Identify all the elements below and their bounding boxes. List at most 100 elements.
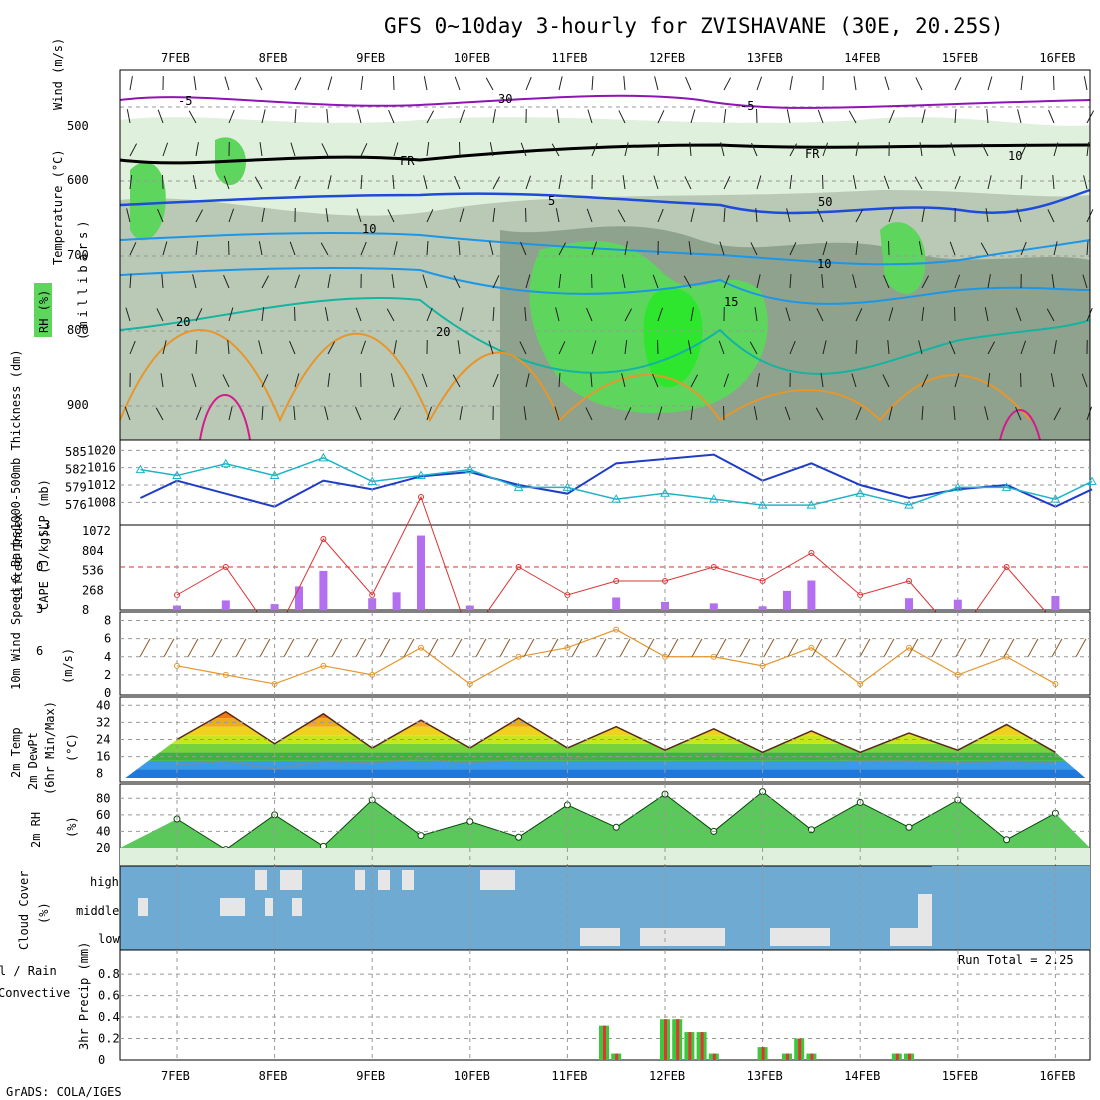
li-marker	[222, 564, 229, 570]
t2m-ylabel-a: 2m Temp	[9, 727, 23, 778]
wind10-barb	[379, 638, 391, 658]
wind-barb	[423, 76, 428, 91]
wind-barb	[426, 110, 435, 124]
wind-barb	[954, 175, 961, 190]
wind-barb	[754, 307, 758, 322]
temperature-contour	[119, 143, 1091, 165]
wind10-barb	[355, 638, 367, 658]
wind-barb	[1053, 241, 1058, 256]
wind-barb	[192, 274, 197, 289]
wind10-marker	[808, 644, 815, 651]
wind-barb	[624, 241, 628, 256]
top-date-label: 12FEB	[649, 51, 685, 65]
cloud-level-middle: middle	[76, 904, 119, 918]
wind-barb	[492, 208, 496, 223]
wind-barb	[624, 142, 629, 157]
wind-barb	[457, 340, 461, 355]
upper-tick-800: 800	[67, 323, 89, 337]
rh2m-marker	[905, 823, 913, 831]
wind-barb	[756, 76, 763, 91]
wind10-barb	[547, 638, 559, 658]
wind-barb	[259, 142, 263, 157]
upper-air-panel: -5 -5 FR FR 5 10 10 15 20 20 10 50 30	[119, 69, 1095, 441]
wind-barb	[458, 241, 461, 256]
wind-barb	[821, 274, 824, 289]
wind-barb	[558, 274, 562, 289]
wind-barb	[525, 274, 531, 289]
cape-bar	[783, 590, 791, 610]
wind-barb	[155, 407, 164, 421]
rh2m-ylabel: 2m RH	[29, 812, 43, 848]
rh2m-panel: 80 60 40 20	[96, 783, 1091, 867]
wind-barb	[393, 142, 399, 157]
precip-conv-bar	[761, 1047, 765, 1060]
temperature-contour	[119, 329, 1031, 423]
wind-barb	[360, 76, 364, 91]
wind-barb	[129, 340, 136, 355]
wind-barb	[751, 142, 758, 157]
wind-barb	[1051, 274, 1055, 289]
wind-barb	[1050, 373, 1055, 388]
wind-barb	[459, 208, 465, 223]
li-tick: 3	[36, 602, 43, 616]
wind-barb	[492, 176, 501, 190]
precip-conv-bar	[908, 1053, 911, 1060]
wind-barb	[953, 406, 956, 421]
cloud-mid-bar	[918, 894, 932, 946]
wind-barb	[921, 109, 926, 124]
wind-barb	[852, 175, 857, 190]
wind-barb	[949, 241, 956, 256]
thickness-line	[140, 457, 1093, 506]
cloud-unit: (%)	[37, 902, 51, 924]
wind-barb	[519, 341, 527, 355]
wind-barb	[228, 109, 235, 124]
wind-barb	[126, 109, 131, 124]
wind-barb	[360, 340, 367, 355]
wind-barb	[129, 273, 132, 289]
contour-label: -5	[178, 94, 192, 108]
wind-barb	[822, 142, 829, 157]
cloud-high-bar	[378, 870, 390, 890]
temp2m-line	[176, 710, 1056, 754]
slp-tick: 1020	[87, 443, 116, 457]
wind-barb	[290, 142, 296, 157]
upper-tick-600: 600	[67, 173, 89, 187]
cloud-high-bar	[280, 870, 302, 890]
wind-barb	[293, 406, 296, 421]
li-tick: -3	[36, 518, 50, 532]
cloud-high-bar	[255, 870, 267, 890]
wind-barb	[822, 241, 828, 256]
wind-barb	[718, 340, 725, 355]
wind-barb	[492, 275, 500, 289]
wind-barb	[261, 275, 270, 289]
cape-li-panel: -3 0 3 6 1072 804 536 268 8	[36, 494, 1091, 658]
wind10-barb	[715, 638, 727, 658]
wind-barb	[459, 109, 466, 124]
wind10-barb	[835, 638, 847, 658]
top-date-label: 7FEB	[161, 51, 190, 65]
wind10-barb	[451, 638, 463, 658]
wind-barb	[195, 406, 202, 421]
wind-barb	[587, 109, 593, 124]
wind10-tick: 6	[104, 632, 111, 646]
contour-label: 50	[818, 195, 832, 209]
wind-barb	[1052, 175, 1055, 190]
thickness-marker	[318, 452, 329, 462]
wind-barb	[157, 208, 164, 223]
wind-barb	[690, 374, 699, 388]
wind-barb	[258, 241, 263, 256]
bottom-date-label: 13FEB	[747, 1069, 783, 1083]
wind10-barb	[787, 638, 799, 658]
wind-barb	[426, 142, 430, 157]
wind10-ylabel: 10m Wind Speed & Barbs	[9, 531, 23, 690]
wind-barb	[618, 110, 626, 124]
rh2m-marker	[1003, 836, 1011, 844]
wind-barb	[327, 341, 336, 355]
wind-barb	[485, 77, 494, 91]
wind-barb	[855, 209, 864, 223]
wind10-barb	[571, 638, 583, 658]
precip-conv-bar	[798, 1038, 802, 1060]
wind-barb	[1083, 76, 1088, 91]
wind-barb	[289, 241, 296, 256]
cape-tick: 268	[82, 583, 104, 597]
